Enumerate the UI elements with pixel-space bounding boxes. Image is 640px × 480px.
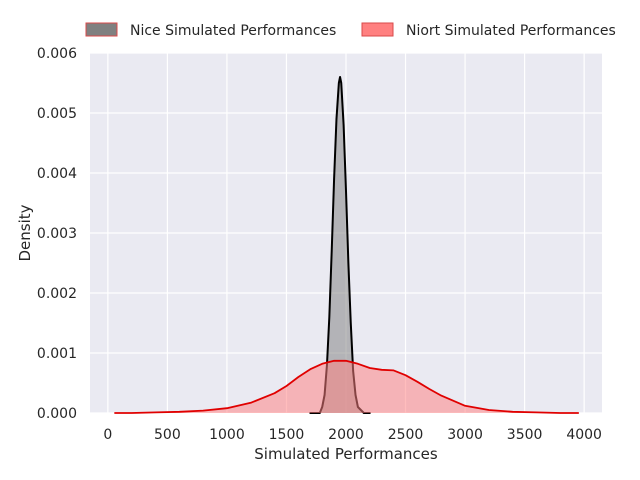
y-tick-label-2: 0.002 <box>37 286 77 302</box>
x-tick-label-0: 0 <box>103 427 112 443</box>
x-tick-label-2: 1000 <box>209 427 245 443</box>
series-layer <box>114 76 580 414</box>
legend-label-nice: Nice Simulated Performances <box>130 23 336 39</box>
legend-swatch-niort <box>361 22 394 37</box>
x-tick-label-6: 3000 <box>447 427 483 443</box>
y-tick-label-1: 0.001 <box>37 346 77 362</box>
y-tick-label-0: 0.000 <box>37 406 77 422</box>
legend: Nice Simulated Performances Niort Simula… <box>85 22 616 39</box>
x-tick-label-8: 4000 <box>566 427 602 443</box>
legend-label-niort: Niort Simulated Performances <box>406 23 616 39</box>
y-tick-label-5: 0.005 <box>37 106 77 122</box>
x-tick-label-3: 1500 <box>269 427 305 443</box>
x-tick-label-4: 2000 <box>328 427 364 443</box>
x-tick-label-1: 500 <box>154 427 181 443</box>
legend-swatch-nice <box>85 22 118 37</box>
x-axis-label: Simulated Performances <box>254 445 438 463</box>
y-tick-label-4: 0.004 <box>37 166 77 182</box>
ticks-layer: 0 500 1000 1500 2000 2500 3000 3500 4000 0.000 0.0… <box>37 46 602 443</box>
series-1-area <box>115 360 579 413</box>
y-tick-label-3: 0.003 <box>37 226 77 242</box>
x-tick-label-7: 3500 <box>507 427 543 443</box>
x-tick-label-5: 2500 <box>388 427 424 443</box>
y-tick-label-6: 0.006 <box>37 46 77 62</box>
series-0-area <box>310 77 370 413</box>
y-axis-label: Density <box>16 204 34 261</box>
series-1-line <box>114 359 580 414</box>
